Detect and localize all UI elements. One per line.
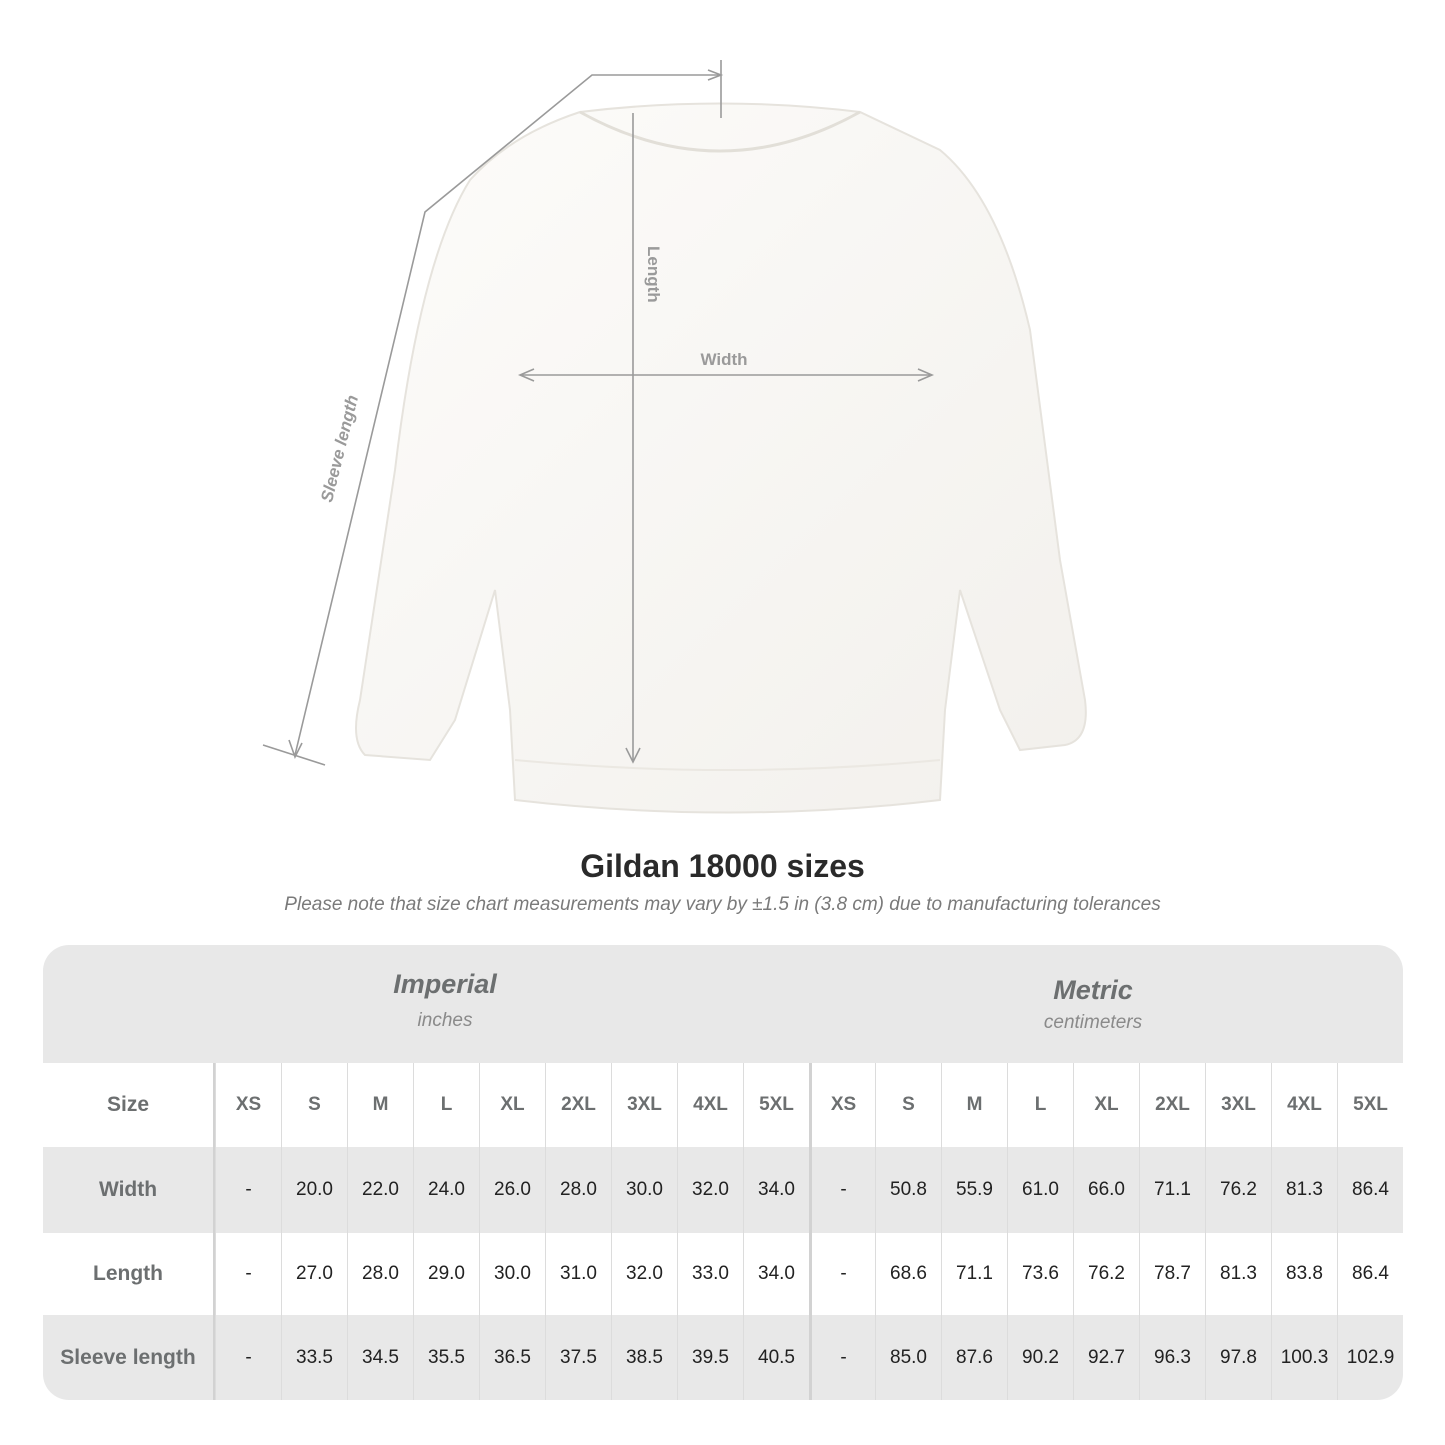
imperial-value-cell: 31.0: [545, 1233, 611, 1315]
imperial-unit: inches: [417, 1010, 473, 1031]
tolerance-note: Please note that size chart measurements…: [284, 894, 1161, 915]
imperial-value-cell: -: [215, 1233, 281, 1315]
metric-header: Metric centimeters: [893, 975, 1293, 1034]
imperial-value-cell: 34.5: [347, 1315, 413, 1400]
imperial-value-cell: 28.0: [545, 1147, 611, 1233]
metric-value-cell: 76.2: [1073, 1233, 1139, 1315]
imperial-value-cell: -: [215, 1315, 281, 1400]
imperial-value-cell: 24.0: [413, 1147, 479, 1233]
imperial-size-4xl: 4XL: [677, 1063, 743, 1147]
metric-value-cell: 97.8: [1205, 1315, 1271, 1400]
table-row-length: Length -27.0 28.0 29.0 30.0 31.0 32.0 33.0 34.0-…: [43, 1233, 1403, 1315]
metric-value-cell: 86.4: [1337, 1147, 1403, 1233]
imperial-value-cell: 20.0: [281, 1147, 347, 1233]
imperial-value-cell: 22.0: [347, 1147, 413, 1233]
imperial-value-cell: 34.0: [743, 1233, 809, 1315]
imperial-value-cell: 26.0: [479, 1147, 545, 1233]
imperial-header: Imperial inches: [245, 969, 645, 1032]
metric-value-cell: 71.1: [941, 1233, 1007, 1315]
sweatshirt-image: [355, 102, 1087, 814]
metric-value-cell: 96.3: [1139, 1315, 1205, 1400]
metric-size-m: M: [941, 1063, 1007, 1147]
table-row-sleeve-length: Sleeve length -33.5 34.5 35.5 36.5 37.5 38.5 39…: [43, 1315, 1403, 1400]
row-label: Length: [43, 1233, 215, 1315]
metric-value-cell: -: [809, 1147, 875, 1233]
imperial-value-cell: 34.0: [743, 1147, 809, 1233]
metric-value-cell: 61.0: [1007, 1147, 1073, 1233]
metric-size-2xl: 2XL: [1139, 1063, 1205, 1147]
sleeve-line: [294, 74, 720, 756]
metric-value-cell: 68.6: [875, 1233, 941, 1315]
size-header-row: Size XS S M L XL 2XL 3XL 4XL 5XL XS S M L XL 2XL 3XL 4XL 5…: [43, 1063, 1403, 1147]
metric-value-cell: 83.8: [1271, 1233, 1337, 1315]
metric-value-cell: 71.1: [1139, 1147, 1205, 1233]
imperial-size-xs: XS: [215, 1063, 281, 1147]
metric-value-cell: 55.9: [941, 1147, 1007, 1233]
metric-unit: centimeters: [1043, 1012, 1143, 1033]
metric-value-cell: 100.3: [1271, 1315, 1337, 1400]
imperial-value-cell: 35.5: [413, 1315, 479, 1400]
metric-value-cell: -: [809, 1315, 875, 1400]
metric-value-cell: 102.9: [1337, 1315, 1403, 1400]
imperial-size-xl: XL: [479, 1063, 545, 1147]
metric-value-cell: 90.2: [1007, 1315, 1073, 1400]
imperial-size-s: S: [281, 1063, 347, 1147]
metric-size-s: S: [875, 1063, 941, 1147]
imperial-title: Imperial: [393, 969, 497, 999]
imperial-size-m: M: [347, 1063, 413, 1147]
metric-value-cell: 78.7: [1139, 1233, 1205, 1315]
metric-size-xs: XS: [809, 1063, 875, 1147]
metric-size-l: L: [1007, 1063, 1073, 1147]
length-label: Length: [644, 246, 663, 303]
metric-value-cell: 50.8: [875, 1147, 941, 1233]
metric-value-cell: 66.0: [1073, 1147, 1139, 1233]
metric-value-cell: -: [809, 1233, 875, 1315]
metric-value-cell: 73.6: [1007, 1233, 1073, 1315]
imperial-value-cell: 29.0: [413, 1233, 479, 1315]
imperial-size-l: L: [413, 1063, 479, 1147]
imperial-size-3xl: 3XL: [611, 1063, 677, 1147]
imperial-value-cell: 27.0: [281, 1233, 347, 1315]
table-row-width: Width -20.0 22.0 24.0 26.0 28.0 30.0 32.0 34.0-5…: [43, 1147, 1403, 1233]
imperial-value-cell: 36.5: [479, 1315, 545, 1400]
imperial-value-cell: -: [215, 1147, 281, 1233]
imperial-value-cell: 33.0: [677, 1233, 743, 1315]
page-title: Gildan 18000 sizes: [580, 848, 865, 884]
metric-size-3xl: 3XL: [1205, 1063, 1271, 1147]
metric-size-5xl: 5XL: [1337, 1063, 1403, 1147]
imperial-value-cell: 30.0: [611, 1147, 677, 1233]
imperial-value-cell: 33.5: [281, 1315, 347, 1400]
imperial-value-cell: 38.5: [611, 1315, 677, 1400]
measurement-lines: [262, 60, 935, 766]
metric-value-cell: 86.4: [1337, 1233, 1403, 1315]
sweatshirt-diagram: Length Width Sleeve length: [262, 60, 1087, 814]
metric-size-4xl: 4XL: [1271, 1063, 1337, 1147]
imperial-value-cell: 32.0: [677, 1147, 743, 1233]
imperial-value-cell: 30.0: [479, 1233, 545, 1315]
imperial-value-cell: 32.0: [611, 1233, 677, 1315]
row-label: Size: [43, 1063, 215, 1147]
metric-value-cell: 76.2: [1205, 1147, 1271, 1233]
metric-value-cell: 81.3: [1271, 1147, 1337, 1233]
row-label: Width: [43, 1147, 215, 1233]
imperial-value-cell: 37.5: [545, 1315, 611, 1400]
imperial-value-cell: 39.5: [677, 1315, 743, 1400]
metric-title: Metric: [1053, 975, 1133, 1005]
size-table: Imperial inches Metric centimeters Size X…: [43, 945, 1403, 1400]
imperial-size-5xl: 5XL: [743, 1063, 809, 1147]
width-label: Width: [700, 350, 747, 369]
unit-header: Imperial inches Metric centimeters: [43, 945, 1403, 1063]
row-label: Sleeve length: [43, 1315, 215, 1400]
metric-size-xl: XL: [1073, 1063, 1139, 1147]
metric-value-cell: 81.3: [1205, 1233, 1271, 1315]
metric-value-cell: 87.6: [941, 1315, 1007, 1400]
metric-value-cell: 85.0: [875, 1315, 941, 1400]
imperial-size-2xl: 2XL: [545, 1063, 611, 1147]
imperial-value-cell: 40.5: [743, 1315, 809, 1400]
imperial-value-cell: 28.0: [347, 1233, 413, 1315]
sleeve-length-label: Sleeve length: [317, 393, 362, 504]
metric-value-cell: 92.7: [1073, 1315, 1139, 1400]
